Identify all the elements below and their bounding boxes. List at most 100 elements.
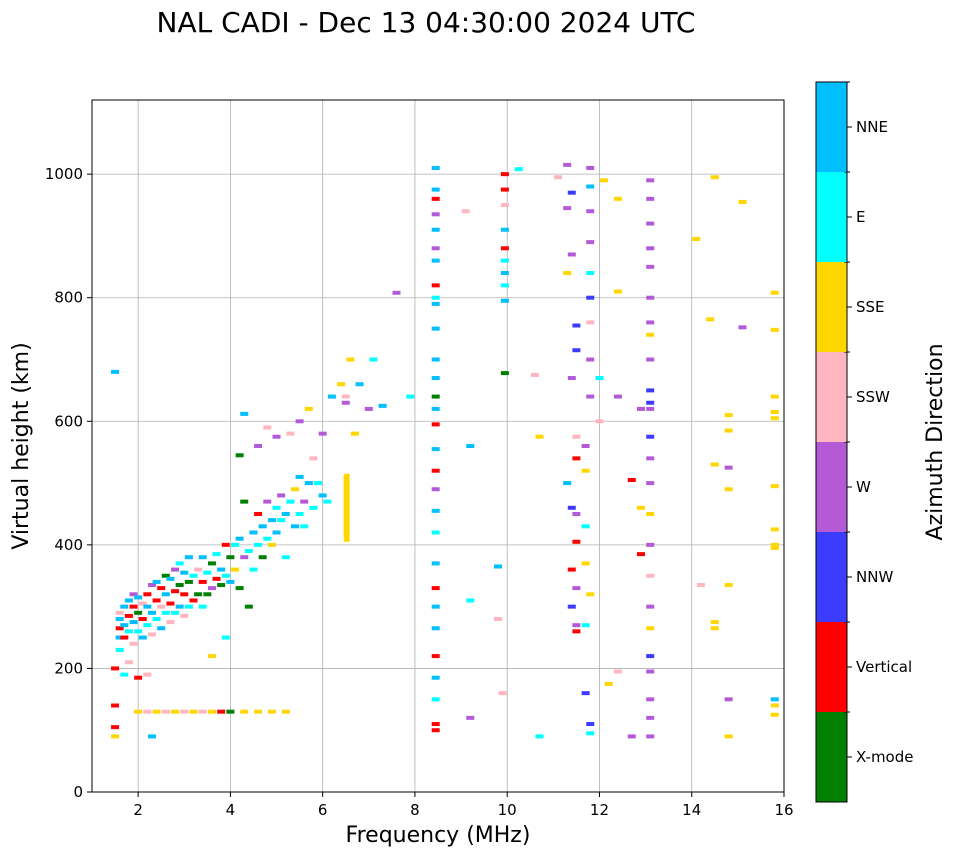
data-point bbox=[235, 536, 244, 541]
data-point bbox=[770, 394, 779, 399]
data-point bbox=[318, 431, 327, 436]
data-point bbox=[295, 474, 304, 479]
data-point bbox=[378, 403, 387, 408]
data-point bbox=[770, 290, 779, 295]
data-point bbox=[147, 632, 156, 637]
data-point bbox=[171, 567, 180, 572]
colorbar-tick-label: SSW bbox=[856, 388, 890, 406]
data-point bbox=[431, 626, 440, 631]
data-point bbox=[355, 382, 364, 387]
data-point bbox=[111, 369, 120, 374]
data-point bbox=[581, 444, 590, 448]
data-point bbox=[157, 586, 166, 591]
data-point bbox=[572, 348, 581, 353]
data-point bbox=[724, 697, 733, 702]
data-point bbox=[120, 635, 129, 640]
data-point bbox=[134, 610, 143, 615]
data-point bbox=[646, 481, 655, 486]
data-point bbox=[530, 372, 539, 377]
data-point bbox=[157, 604, 166, 609]
data-point bbox=[272, 530, 281, 535]
data-point bbox=[770, 527, 779, 532]
colorbar-tick-label: E bbox=[856, 208, 865, 226]
data-point bbox=[134, 629, 143, 634]
data-point bbox=[115, 647, 124, 652]
data-point bbox=[175, 604, 184, 609]
data-point bbox=[500, 203, 509, 208]
data-point bbox=[194, 567, 203, 572]
data-point bbox=[124, 613, 133, 618]
data-point bbox=[254, 511, 263, 516]
data-point bbox=[111, 703, 120, 708]
data-point bbox=[431, 326, 440, 331]
data-point bbox=[586, 731, 595, 736]
data-segment bbox=[343, 473, 350, 542]
data-point bbox=[646, 196, 655, 201]
data-point bbox=[466, 444, 475, 448]
data-point bbox=[157, 626, 166, 631]
data-point bbox=[646, 178, 655, 183]
y-axis-label: Virtual height (km) bbox=[9, 342, 34, 549]
data-point bbox=[431, 165, 440, 170]
data-point bbox=[572, 623, 581, 628]
data-point bbox=[431, 654, 440, 659]
data-point bbox=[295, 419, 304, 424]
data-point bbox=[431, 675, 440, 680]
data-point bbox=[314, 481, 323, 486]
data-point bbox=[115, 610, 124, 615]
data-point bbox=[143, 709, 152, 714]
data-point bbox=[563, 162, 572, 167]
data-point bbox=[738, 325, 747, 330]
data-point bbox=[586, 592, 595, 597]
data-point bbox=[263, 536, 272, 541]
data-point bbox=[581, 561, 590, 566]
data-point bbox=[171, 709, 180, 714]
data-point bbox=[203, 592, 212, 597]
data-point bbox=[166, 620, 175, 625]
data-point bbox=[152, 579, 161, 584]
data-point bbox=[217, 567, 226, 572]
data-point bbox=[337, 382, 346, 387]
data-point bbox=[111, 666, 120, 671]
data-point bbox=[710, 626, 719, 631]
data-point bbox=[500, 227, 509, 232]
data-point bbox=[309, 456, 318, 461]
data-point bbox=[212, 576, 221, 581]
data-point bbox=[770, 542, 779, 547]
data-point bbox=[281, 709, 290, 714]
data-point bbox=[431, 508, 440, 513]
data-point bbox=[152, 709, 161, 714]
data-point bbox=[770, 703, 779, 708]
colorbar-tick-label: X-mode bbox=[856, 748, 913, 766]
data-point bbox=[203, 570, 212, 575]
data-point bbox=[138, 601, 147, 606]
data-point bbox=[244, 604, 253, 609]
data-point bbox=[498, 691, 507, 696]
data-point bbox=[212, 552, 221, 557]
data-point bbox=[586, 320, 595, 325]
data-point bbox=[240, 411, 249, 416]
data-point bbox=[124, 629, 133, 634]
colorbar-swatch bbox=[816, 82, 847, 172]
data-point bbox=[567, 604, 576, 609]
data-point bbox=[646, 573, 655, 578]
data-point bbox=[696, 583, 705, 588]
data-point bbox=[207, 654, 216, 659]
data-point bbox=[586, 722, 595, 727]
data-point bbox=[572, 434, 581, 439]
data-point bbox=[290, 524, 299, 529]
chart-title: NAL CADI - Dec 13 04:30:00 2024 UTC bbox=[157, 6, 696, 39]
data-point bbox=[646, 626, 655, 631]
x-tick-label: 16 bbox=[774, 801, 793, 819]
data-point bbox=[120, 672, 129, 677]
data-point bbox=[431, 604, 440, 609]
data-point bbox=[604, 681, 613, 686]
colorbar: X-mode Vertical NNW W SSW SSE E NNE Azimuth Dir… bbox=[815, 81, 948, 803]
data-point bbox=[138, 635, 147, 640]
data-point bbox=[586, 184, 595, 189]
plot-frame bbox=[91, 99, 785, 793]
data-point bbox=[770, 416, 779, 421]
data-point bbox=[586, 271, 595, 275]
x-tick-label: 2 bbox=[133, 801, 143, 819]
data-point bbox=[431, 468, 440, 473]
